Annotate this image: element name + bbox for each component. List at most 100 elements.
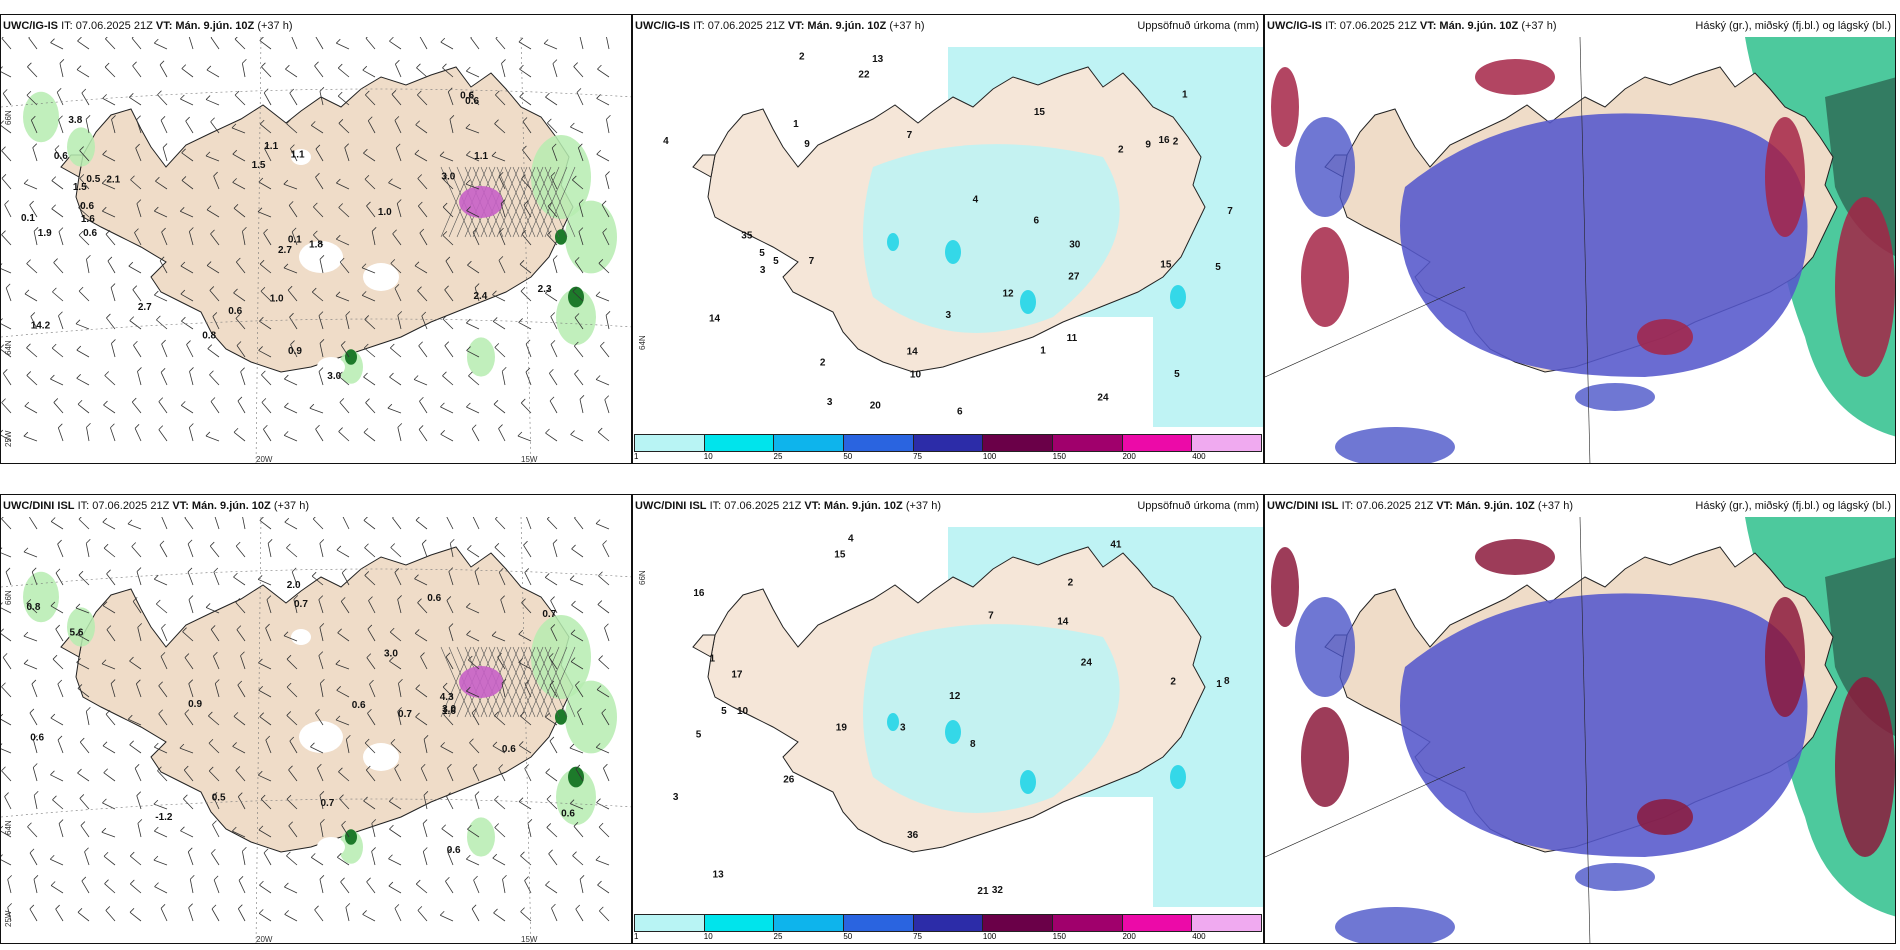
wind-barb [130,884,141,893]
wind-barb [130,912,141,921]
wind-barb [440,407,453,413]
wind-barb-flag [33,764,37,768]
wind-barb-flag [103,742,107,746]
value-label: 0.6 [561,808,575,819]
wind-barb [553,64,557,77]
wind-barb [336,43,349,49]
wind-barb-flag [58,680,62,684]
wind-barb [447,517,453,529]
wind-barb-flag [157,91,161,95]
wind-barb [423,824,427,837]
value-label: 26 [783,775,795,786]
wind-barb [157,95,167,105]
precip-area [565,201,617,274]
value-label: 20 [870,401,882,412]
wind-barb-flag [104,544,108,548]
wind-barb [285,914,297,921]
wind-barb [310,408,323,413]
wind-barb [364,348,375,357]
wind-barb [2,235,11,245]
wind-barb [313,519,323,529]
wind-barb [58,428,63,441]
wind-barb [260,41,271,49]
wind-barb-flag [312,572,316,576]
wind-barb [520,856,531,865]
wind-barb-flag [183,795,187,799]
panel-header: UWC/DINI ISL IT: 07.06.2025 21Z VT: Mán.… [1267,500,1573,512]
wind-barb-flag [27,91,31,95]
value-label: 0.5 [212,792,226,803]
wind-barb-flag [105,880,109,884]
wind-barb [1,519,11,529]
wind-barb [389,886,401,893]
value-label: 4.3 [440,692,454,703]
wind-barb-flag [188,568,192,572]
wind-barb [574,67,583,77]
wind-barb [53,659,63,669]
wind-barb-flag [570,744,574,748]
wind-barb-flag [341,878,345,882]
wind-barb-flag [207,66,211,70]
value-label: -1.2 [155,812,173,823]
wind-barb-flag [416,880,420,884]
value-label: 0.8 [202,330,216,341]
sea-cloud [1575,383,1655,411]
wind-barb [494,404,505,413]
wind-barb [366,403,375,413]
wind-barb-flag [154,743,158,747]
wind-barb-flag [495,543,499,547]
convective-core [459,666,503,698]
wind-barb [311,857,323,865]
colorbar-label: 75 [913,452,922,461]
wind-barb-flag [106,906,110,910]
wind-barb-flag [499,425,503,429]
wind-barb-flag [549,850,553,854]
wind-barb [2,151,11,161]
wind-barb-flag [59,820,63,824]
wind-barb [388,408,401,413]
value-label: 14 [1057,617,1069,628]
value-label: 0.7 [542,609,556,620]
value-label: 0.7 [294,599,308,610]
wind-barb [180,99,193,105]
wind-barb [214,880,219,893]
wind-barb-flag [103,94,107,98]
wind-barb-flag [1,767,5,771]
wind-barb-flag [597,881,601,885]
wind-barb-flag [597,65,601,69]
wind-barb [54,263,63,273]
value-label: 0.1 [21,213,35,224]
wind-barb [181,321,193,329]
wind-barb [544,44,557,49]
wind-barb [549,854,557,865]
wind-barb [135,428,141,441]
wind-barb [6,288,11,301]
wind-barb [571,605,583,613]
wind-barb-flag [3,369,7,373]
precip-area [565,681,617,754]
wind-barb [106,234,115,245]
value-label: 13 [872,54,884,65]
wind-barb-flag [391,544,395,548]
wind-barb [24,636,37,641]
wind-barb [2,178,11,189]
wind-barb-flag [574,370,578,374]
wind-barb-flag [521,908,525,912]
colorbar-cell [705,915,775,931]
wind-barb-flag [78,908,82,912]
wind-barb-flag [161,116,165,120]
wind-barb-flag [242,847,246,851]
colorbar-label: 1 [634,932,638,941]
wind-barb-flag [104,769,108,773]
wind-barb [211,853,219,865]
wind-barb-flag [372,847,376,851]
wind-barb [1,687,11,697]
wind-barb-flag [518,432,522,436]
wind-barb [419,429,427,441]
wind-barb [103,98,115,105]
wind-barb [103,405,115,413]
wind-barb [209,375,219,385]
wind-barb [86,543,89,557]
wind-barb-flag [602,201,606,205]
wind-barb-flag [27,260,31,264]
